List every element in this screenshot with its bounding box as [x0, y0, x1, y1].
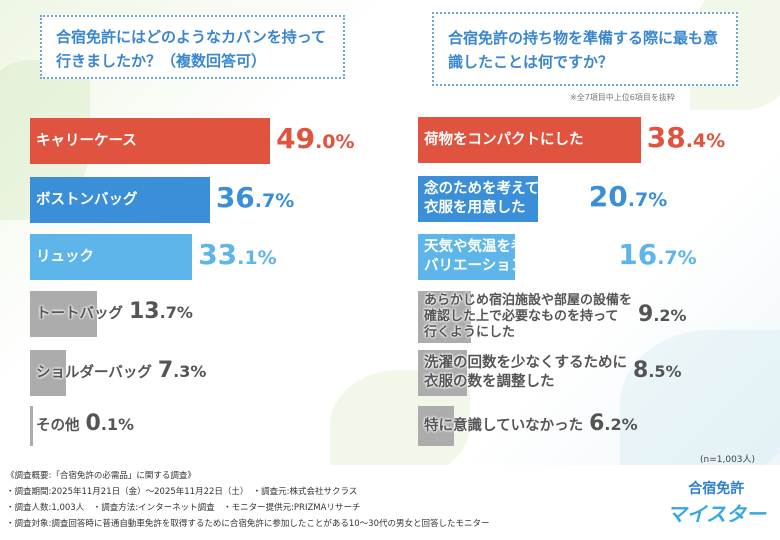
question-right: 合宿免許の持ち物を準備する際に最も意識したことは何ですか？	[432, 12, 738, 86]
sample-size: (n=1,003人)	[700, 455, 756, 465]
logo-bottom: マイスター	[666, 502, 766, 526]
bar	[30, 291, 98, 337]
footer-line: ・調査対象:調査回答時に普通自動車免許を取得するために合宿免許に参加したことがあ…	[6, 519, 490, 529]
bar	[418, 350, 468, 396]
footer-line: 《調査概要:「合宿免許の必需品」に関する調査》	[6, 471, 196, 481]
bar	[30, 177, 210, 223]
bar-label: ショルダーバッグ	[36, 364, 152, 381]
value-label: 0.1%	[85, 411, 135, 436]
bar-label: 念のためを考えて多めに 衣服を用意した	[424, 181, 583, 216]
value-label: 9.2%	[638, 302, 687, 327]
bar-label: 洗濯の回数を少なくするために 衣服の数を調整した	[424, 355, 627, 390]
value-label: 13.7%	[129, 299, 193, 324]
value-label: 20.7%	[588, 180, 668, 213]
value-label: 33.1%	[198, 238, 277, 271]
bar	[30, 350, 66, 396]
bar-label: その他	[36, 417, 80, 434]
leaf-decoration	[620, 330, 780, 480]
bar	[418, 176, 539, 222]
bar	[418, 406, 454, 446]
bar-label: キャリーケース	[36, 132, 137, 149]
note: ※全7項目中上位6項目を抜粋	[570, 93, 675, 102]
logo: 合宿免許 マイスター	[667, 478, 766, 527]
bar-label: あらかじめ宿泊施設や部屋の設備を 確認した上で必要なものを持って 行くようにした	[424, 293, 633, 340]
logo-top: 合宿免許	[688, 481, 745, 497]
value-label: 16.7%	[618, 238, 697, 271]
bar-label: トートバッグ	[36, 305, 123, 322]
footer-line: ・調査人数:1,003人 ・調査方法:インターネット調査 ・モニター提供元:PR…	[6, 503, 361, 513]
bar	[418, 291, 472, 343]
question-left: 合宿免許にはどのようなカバンを持って行きましたか？（複数回答可）	[40, 15, 345, 79]
bar	[418, 117, 641, 163]
bar	[30, 406, 33, 446]
bar-label: 荷物をコンパクトにした	[424, 131, 584, 148]
value-label: 36.7%	[215, 181, 295, 214]
footer: 《調査概要:「合宿免許の必需品」に関する調査》 ・調査期間:2025年11月21…	[0, 465, 780, 540]
bar-label: リュック	[36, 248, 94, 265]
value-label: 49.0%	[276, 122, 355, 155]
bar-label: 特に意識していなかった	[424, 417, 584, 434]
bar	[30, 118, 271, 164]
bar	[30, 234, 193, 280]
bar-label: ボストンバッグ	[36, 191, 138, 208]
bar-label: 天気や気温を考えて服装の バリエーションに気を配った	[424, 239, 613, 274]
bar	[418, 234, 515, 280]
value-label: 7.3%	[157, 358, 207, 383]
value-label: 38.4%	[646, 121, 726, 154]
value-label: 8.5%	[633, 358, 682, 383]
value-label: 6.2%	[589, 411, 638, 436]
footer-line: ・調査期間:2025年11月21日（金）〜2025年11月22日（土） ・調査元…	[6, 487, 358, 497]
